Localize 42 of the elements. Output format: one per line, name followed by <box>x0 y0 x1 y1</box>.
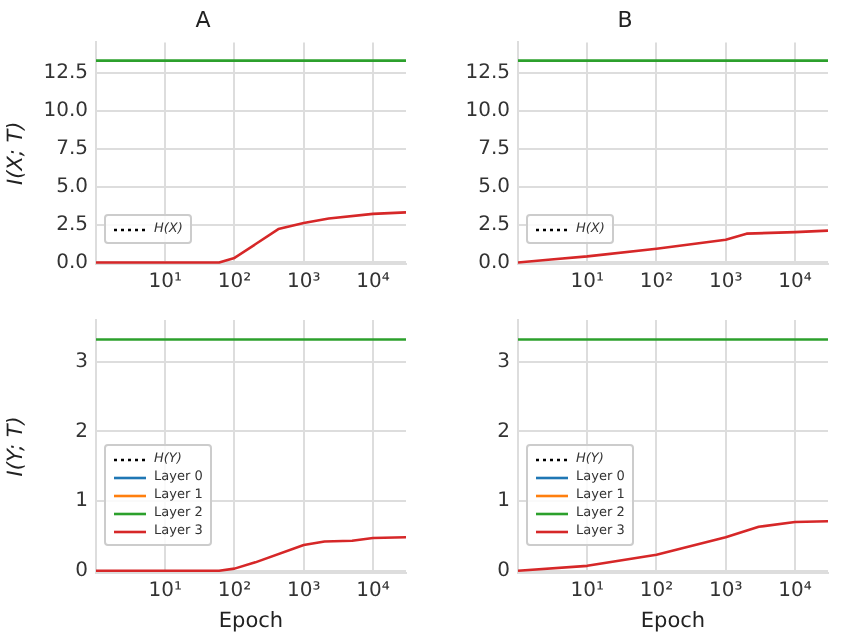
y-tick-label: 0.0 <box>478 251 510 274</box>
y-tick-label: 3 <box>75 350 88 373</box>
y-tick-label: 7.5 <box>56 137 88 160</box>
x-tick-label: 10² <box>217 271 252 294</box>
y-tick-label: 0 <box>497 559 510 582</box>
x-axis-title: Epoch <box>218 608 284 633</box>
y-tick-label: 10.0 <box>465 99 510 122</box>
y-tick-label: 2 <box>75 420 88 443</box>
y-tick-label: 12.5 <box>43 61 88 84</box>
y-tick-label: 0 <box>75 559 88 582</box>
y-tick-label: 10.0 <box>43 99 88 122</box>
x-tick-label: 10² <box>217 579 252 602</box>
y-tick-label: 1 <box>75 490 88 513</box>
y-tick-label: 0.0 <box>56 251 88 274</box>
x-tick-label: 10⁴ <box>356 579 390 602</box>
x-tick-label: 10² <box>639 271 674 294</box>
y-tick-label: 1 <box>497 490 510 513</box>
x-tick-label: 10⁴ <box>778 271 812 294</box>
chart-title: B <box>617 6 633 33</box>
y-tick-label: 12.5 <box>465 61 510 84</box>
y-tick-label: 5.0 <box>56 175 88 198</box>
x-axis-title: Epoch <box>640 608 706 633</box>
x-tick-label: 10³ <box>286 271 321 294</box>
x-tick-label: 10⁴ <box>356 271 390 294</box>
y-axis-title: I(Y; T) <box>4 416 29 477</box>
y-tick-label: 7.5 <box>478 137 510 160</box>
x-tick-label: 10³ <box>286 579 321 602</box>
x-tick-label: 10³ <box>708 579 743 602</box>
x-tick-label: 10¹ <box>570 271 604 294</box>
x-tick-label: 10¹ <box>570 579 604 602</box>
y-tick-label: 2.5 <box>56 213 88 236</box>
y-tick-label: 3 <box>497 350 510 373</box>
y-tick-label: 2.5 <box>478 213 510 236</box>
y-tick-label: 5.0 <box>478 175 510 198</box>
x-tick-label: 10¹ <box>148 579 182 602</box>
y-tick-label: 2 <box>497 420 510 443</box>
y-axis-title: I(X; T) <box>4 121 29 185</box>
x-tick-label: 10⁴ <box>778 579 812 602</box>
x-tick-label: 10¹ <box>148 271 182 294</box>
chart-title: A <box>195 6 212 33</box>
x-tick-label: 10³ <box>708 271 743 294</box>
x-tick-label: 10² <box>639 579 674 602</box>
